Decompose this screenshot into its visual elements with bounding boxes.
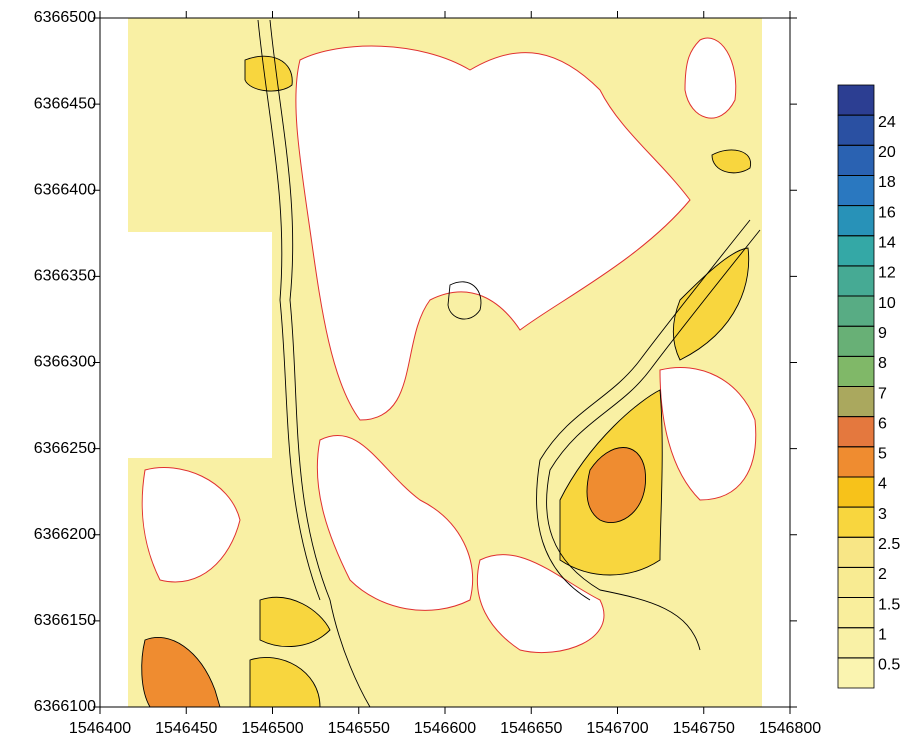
colorbar-label: 3: [878, 506, 887, 523]
axes: 1546400 1546450 1546500 1546550 1546600 15466…: [34, 9, 822, 737]
colorbar-label: 16: [878, 204, 896, 221]
contour-hole: [476, 554, 605, 654]
colorbar-label: 2.5: [878, 536, 900, 553]
colorbar-band: [837, 567, 875, 598]
colorbar-band: [837, 416, 875, 448]
y-tick-label: 6366450: [34, 95, 96, 112]
y-tick-label: 6366350: [34, 268, 96, 285]
colorbar-label: 5: [878, 446, 887, 463]
contour-fill: [244, 55, 293, 92]
y-tick-label: 6366250: [34, 440, 96, 457]
y-tick-label: 6366300: [34, 354, 96, 371]
contour-hole: [659, 366, 757, 501]
contour-fill: [672, 247, 750, 361]
colorbar-band: [837, 175, 875, 206]
contour-hole: [141, 466, 241, 583]
x-tick-label: 1546750: [673, 720, 735, 737]
colorbar-band: [837, 84, 875, 116]
colorbar-label: 4: [878, 476, 887, 493]
x-tick-label: 1546650: [500, 720, 562, 737]
x-tick-label: 1546400: [69, 720, 131, 737]
colorbar-label: 2: [878, 566, 887, 583]
contour-fill: [586, 447, 646, 523]
x-tick-label: 1546800: [759, 720, 821, 737]
contour-line: [269, 19, 371, 708]
colorbar-label: 24: [878, 114, 896, 131]
colorbar-label: 9: [878, 325, 887, 342]
colorbar-label: 7: [878, 385, 887, 402]
contour-line: [546, 229, 761, 651]
colorbar-band: [837, 446, 875, 478]
colorbar-band: [837, 627, 875, 659]
colorbar-label: 1: [878, 626, 887, 643]
y-tick-label: 6366500: [34, 9, 96, 26]
colorbar-label: 1.5: [878, 596, 900, 613]
y-tick-label: 6366400: [34, 181, 96, 198]
colorbar-band: [837, 265, 875, 297]
colorbar-band: [837, 536, 875, 568]
colorbar-band: [837, 325, 875, 357]
contour-line: [447, 281, 482, 320]
x-tick-label: 1546700: [586, 720, 648, 737]
contour-fill: [259, 596, 331, 647]
contour-hole: [295, 45, 691, 421]
colorbar-label: 12: [878, 265, 896, 282]
colorbar-band: [837, 355, 875, 387]
colorbar-band: [837, 657, 875, 689]
colorbar-label: 6: [878, 415, 887, 432]
colorbar-band: [837, 506, 875, 538]
contour-line: [536, 219, 751, 601]
contour-field: [128, 18, 762, 708]
contour-line: [257, 19, 321, 601]
colorbar-label: 18: [878, 174, 896, 191]
colorbar-band: [837, 295, 875, 327]
x-tick-label: 1546500: [241, 720, 303, 737]
y-tick-label: 6366200: [34, 526, 96, 543]
contour-fill: [141, 637, 221, 708]
colorbar-label: 10: [878, 295, 896, 312]
x-tick-label: 1546450: [155, 720, 217, 737]
contour-fill: [711, 149, 752, 174]
y-tick-label: 6366150: [34, 612, 96, 629]
contour-hole: [684, 37, 737, 119]
colorbar-label: 0.5: [878, 657, 900, 674]
colorbar-label: 14: [878, 235, 896, 252]
colorbar: 0.5 1 1.5 2 2.5 3 4 5 6 7 8 9 10 12 14 16 18 20 24: [837, 84, 900, 689]
colorbar-band: [837, 205, 875, 237]
colorbar-band: [837, 597, 875, 629]
colorbar-band: [837, 386, 875, 418]
colorbar-band: [837, 144, 875, 176]
colorbar-band: [837, 235, 875, 267]
colorbar-label: 8: [878, 355, 887, 372]
contour-hole: [316, 434, 474, 611]
x-tick-label: 1546600: [414, 720, 476, 737]
colorbar-label: 20: [878, 144, 896, 161]
x-tick-label: 1546550: [328, 720, 390, 737]
colorbar-band: [837, 114, 875, 146]
y-tick-label: 6366100: [34, 698, 96, 715]
colorbar-band: [837, 476, 875, 508]
